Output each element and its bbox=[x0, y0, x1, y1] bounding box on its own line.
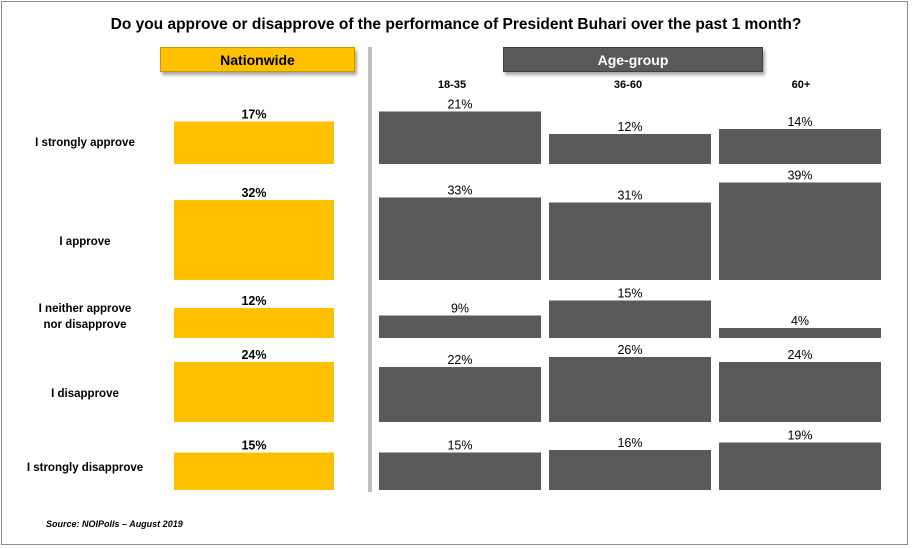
age-bar-1-3 bbox=[549, 357, 711, 422]
age-value-0-3: 22% bbox=[447, 353, 472, 367]
age-value-0-1: 33% bbox=[447, 184, 472, 198]
nationwide-header: Nationwide bbox=[160, 47, 355, 72]
age-bar-1-2 bbox=[549, 300, 711, 338]
age-value-1-0: 12% bbox=[617, 120, 642, 134]
age-col-label-36-60: 36-60 bbox=[613, 79, 643, 91]
age-value-0-0: 21% bbox=[447, 98, 472, 112]
category-label-line: I approve bbox=[59, 236, 111, 248]
age-bar-2-0 bbox=[719, 129, 881, 164]
age-bar-2-1 bbox=[719, 182, 881, 280]
nationwide-bar-2 bbox=[174, 308, 334, 338]
age-bar-1-1 bbox=[549, 202, 711, 280]
age-value-0-2: 9% bbox=[451, 302, 469, 316]
nationwide-bar-0 bbox=[174, 121, 334, 164]
age-bar-0-0 bbox=[379, 111, 541, 164]
category-label-3: I disapprove bbox=[10, 386, 160, 402]
age-bar-2-2 bbox=[719, 328, 881, 338]
age-value-0-4: 15% bbox=[447, 439, 472, 453]
age-bar-1-4 bbox=[549, 450, 711, 490]
category-label-4: I strongly disapprove bbox=[10, 460, 160, 476]
chart-title: Do you approve or disapprove of the perf… bbox=[110, 16, 802, 33]
age-col-label-18-35: 18-35 bbox=[437, 79, 467, 91]
age-bar-0-2 bbox=[379, 315, 541, 338]
age-value-1-4: 16% bbox=[617, 436, 642, 450]
category-label-1: I approve bbox=[10, 234, 160, 250]
age-bar-0-1 bbox=[379, 197, 541, 280]
category-label-line: I strongly approve bbox=[35, 137, 135, 149]
category-label-line: I strongly disapprove bbox=[26, 462, 144, 474]
age-col-label-60-plus: 60+ bbox=[791, 79, 811, 91]
panel-divider bbox=[368, 47, 372, 492]
age-value-2-0: 14% bbox=[787, 115, 812, 129]
age-value-2-4: 19% bbox=[787, 429, 812, 443]
category-label-line: nor disapprove bbox=[43, 319, 127, 331]
nationwide-value-2: 12% bbox=[241, 294, 266, 308]
category-label-0: I strongly approve bbox=[10, 135, 160, 151]
nationwide-bar-3 bbox=[174, 362, 334, 422]
age-bar-0-3 bbox=[379, 367, 541, 422]
age-value-1-2: 15% bbox=[617, 287, 642, 301]
nationwide-value-0: 17% bbox=[241, 108, 266, 122]
age-value-2-1: 39% bbox=[787, 169, 812, 183]
age-value-2-2: 4% bbox=[791, 314, 809, 328]
age-bar-2-3 bbox=[719, 362, 881, 422]
nationwide-bar-4 bbox=[174, 452, 334, 490]
category-label-2: I neither approve nor disapprove bbox=[10, 301, 160, 333]
age-bar-2-4 bbox=[719, 442, 881, 490]
nationwide-value-3: 24% bbox=[241, 348, 266, 362]
category-label-line: I disapprove bbox=[51, 388, 119, 400]
nationwide-value-4: 15% bbox=[241, 439, 266, 453]
age-bar-0-4 bbox=[379, 452, 541, 490]
age-group-header: Age-group bbox=[503, 47, 763, 72]
nationwide-value-1: 32% bbox=[241, 186, 266, 200]
age-value-1-3: 26% bbox=[617, 343, 642, 357]
age-value-2-3: 24% bbox=[787, 348, 812, 362]
category-label-line: I neither approve bbox=[38, 303, 132, 315]
age-value-1-1: 31% bbox=[617, 189, 642, 203]
source-note: Source: NOIPolls – August 2019 bbox=[46, 519, 183, 529]
age-bar-1-0 bbox=[549, 134, 711, 164]
nationwide-bar-1 bbox=[174, 200, 334, 280]
